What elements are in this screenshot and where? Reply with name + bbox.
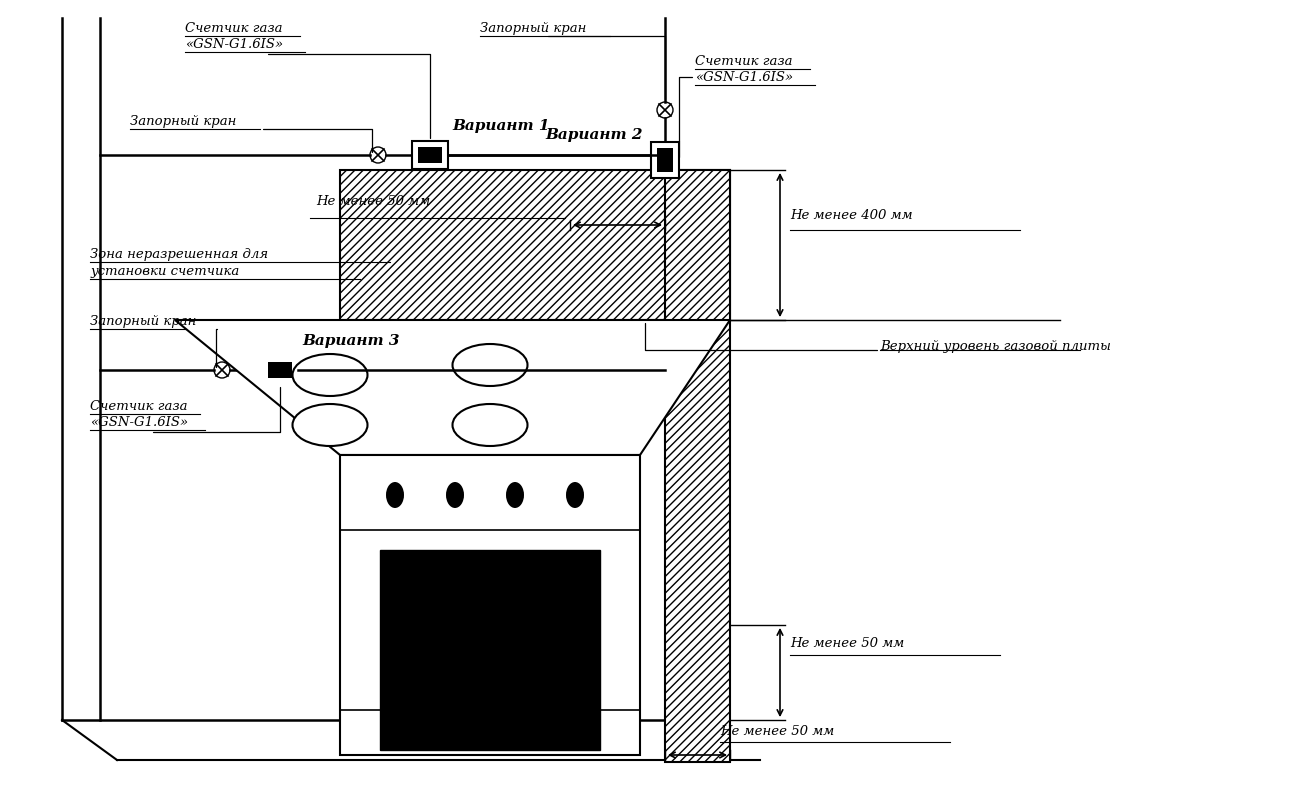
Bar: [412, 141, 448, 169]
Bar: [658, 148, 673, 172]
Text: Верхний уровень газовой плиты: Верхний уровень газовой плиты: [880, 340, 1111, 353]
Text: «GSN-G1.6IS»: «GSN-G1.6IS»: [695, 71, 793, 84]
Text: Не менее 50 мм: Не менее 50 мм: [720, 725, 835, 738]
Bar: [419, 147, 442, 163]
Text: Счетчик газа: Счетчик газа: [185, 22, 283, 35]
Ellipse shape: [446, 482, 464, 508]
Ellipse shape: [292, 354, 367, 396]
Text: Запорный кран: Запорный кран: [481, 22, 587, 35]
Text: Вариант 1: Вариант 1: [452, 119, 549, 133]
Text: Зона неразрешенная для: Зона неразрешенная для: [90, 248, 269, 261]
Text: Вариант 3: Вариант 3: [302, 334, 399, 348]
Text: Вариант 2: Вариант 2: [545, 128, 642, 142]
Text: Не менее 400 мм: Не менее 400 мм: [789, 209, 912, 222]
Bar: [651, 142, 680, 178]
Text: Счетчик газа: Счетчик газа: [90, 400, 187, 413]
Text: Не менее 50 мм: Не менее 50 мм: [789, 637, 904, 650]
Text: «GSN-G1.6IS»: «GSN-G1.6IS»: [90, 416, 189, 429]
Ellipse shape: [506, 482, 525, 508]
Bar: [340, 170, 730, 320]
Ellipse shape: [452, 404, 527, 446]
Bar: [380, 550, 599, 750]
Bar: [267, 362, 292, 378]
Ellipse shape: [452, 344, 527, 386]
Bar: [340, 455, 640, 755]
Bar: [262, 356, 298, 384]
Bar: [665, 170, 730, 762]
Text: Запорный кран: Запорный кран: [130, 115, 236, 128]
Text: Не менее 50 мм: Не менее 50 мм: [315, 195, 430, 208]
Text: Счетчик газа: Счетчик газа: [695, 55, 792, 68]
Polygon shape: [174, 320, 730, 455]
Ellipse shape: [566, 482, 584, 508]
Text: «GSN-G1.6IS»: «GSN-G1.6IS»: [185, 38, 283, 51]
Text: Запорный кран: Запорный кран: [90, 315, 196, 328]
Ellipse shape: [386, 482, 404, 508]
Text: установки счетчика: установки счетчика: [90, 265, 239, 278]
Ellipse shape: [292, 404, 367, 446]
